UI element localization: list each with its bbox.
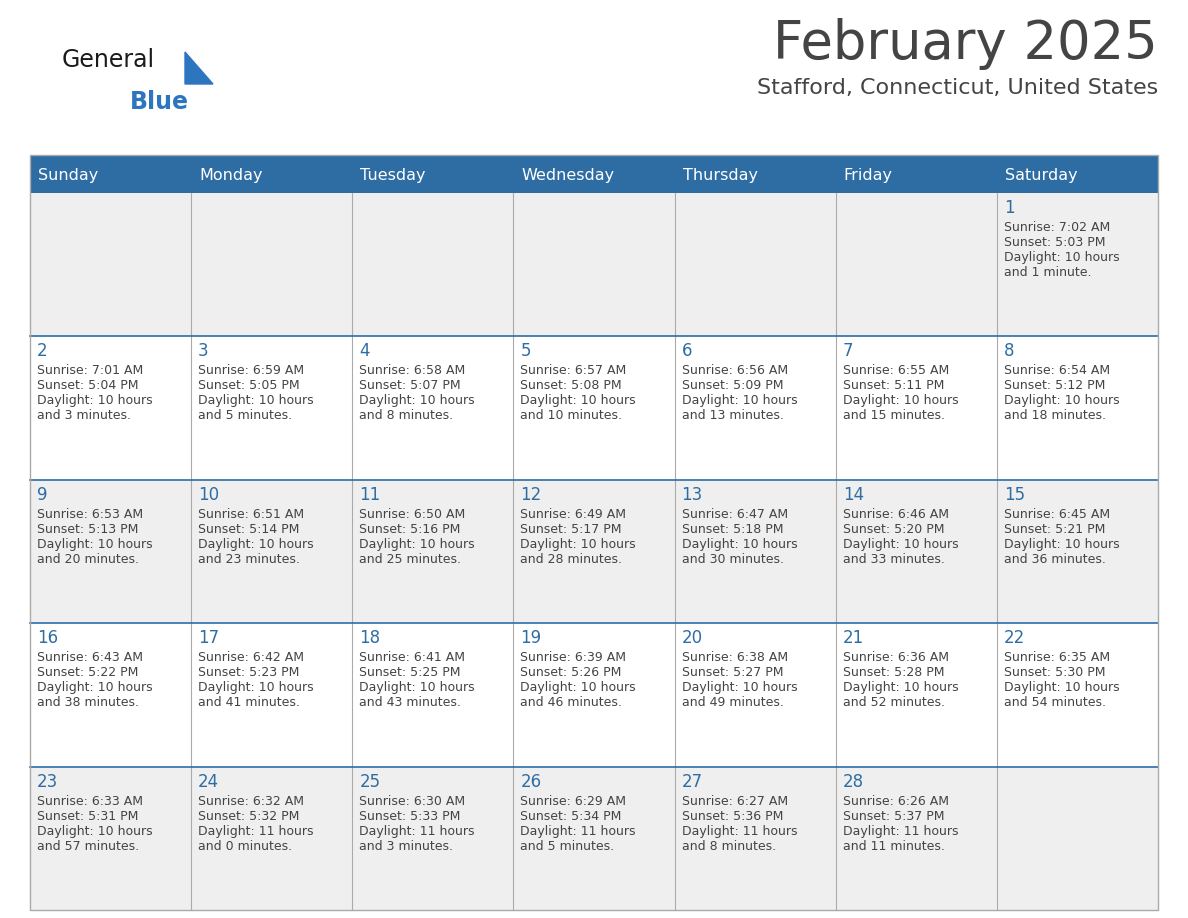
Text: Stafford, Connecticut, United States: Stafford, Connecticut, United States — [757, 78, 1158, 98]
Text: 20: 20 — [682, 629, 702, 647]
Text: 28: 28 — [842, 773, 864, 790]
Text: 24: 24 — [198, 773, 220, 790]
Text: Sunrise: 6:30 AM
Sunset: 5:33 PM
Daylight: 11 hours
and 3 minutes.: Sunrise: 6:30 AM Sunset: 5:33 PM Dayligh… — [359, 795, 475, 853]
Bar — [30, 336, 1158, 480]
Text: 5: 5 — [520, 342, 531, 361]
Text: 17: 17 — [198, 629, 220, 647]
Text: 6: 6 — [682, 342, 693, 361]
Text: 18: 18 — [359, 629, 380, 647]
Text: Sunrise: 6:46 AM
Sunset: 5:20 PM
Daylight: 10 hours
and 33 minutes.: Sunrise: 6:46 AM Sunset: 5:20 PM Dayligh… — [842, 508, 959, 565]
Text: Sunrise: 6:27 AM
Sunset: 5:36 PM
Daylight: 11 hours
and 8 minutes.: Sunrise: 6:27 AM Sunset: 5:36 PM Dayligh… — [682, 795, 797, 853]
Text: 22: 22 — [1004, 629, 1025, 647]
Text: Sunrise: 6:49 AM
Sunset: 5:17 PM
Daylight: 10 hours
and 28 minutes.: Sunrise: 6:49 AM Sunset: 5:17 PM Dayligh… — [520, 508, 636, 565]
Text: Sunrise: 6:33 AM
Sunset: 5:31 PM
Daylight: 10 hours
and 57 minutes.: Sunrise: 6:33 AM Sunset: 5:31 PM Dayligh… — [37, 795, 152, 853]
Text: 9: 9 — [37, 486, 48, 504]
Text: Sunrise: 6:45 AM
Sunset: 5:21 PM
Daylight: 10 hours
and 36 minutes.: Sunrise: 6:45 AM Sunset: 5:21 PM Dayligh… — [1004, 508, 1119, 565]
Text: Sunrise: 6:53 AM
Sunset: 5:13 PM
Daylight: 10 hours
and 20 minutes.: Sunrise: 6:53 AM Sunset: 5:13 PM Dayligh… — [37, 508, 152, 565]
Text: 13: 13 — [682, 486, 703, 504]
Text: Sunrise: 7:01 AM
Sunset: 5:04 PM
Daylight: 10 hours
and 3 minutes.: Sunrise: 7:01 AM Sunset: 5:04 PM Dayligh… — [37, 364, 152, 422]
Text: Monday: Monday — [200, 167, 263, 183]
Polygon shape — [185, 52, 213, 84]
Text: Sunrise: 6:58 AM
Sunset: 5:07 PM
Daylight: 10 hours
and 8 minutes.: Sunrise: 6:58 AM Sunset: 5:07 PM Dayligh… — [359, 364, 475, 422]
Text: 14: 14 — [842, 486, 864, 504]
Text: 19: 19 — [520, 629, 542, 647]
Text: 26: 26 — [520, 773, 542, 790]
Text: Sunrise: 6:59 AM
Sunset: 5:05 PM
Daylight: 10 hours
and 5 minutes.: Sunrise: 6:59 AM Sunset: 5:05 PM Dayligh… — [198, 364, 314, 422]
Text: 10: 10 — [198, 486, 220, 504]
Text: Sunrise: 6:32 AM
Sunset: 5:32 PM
Daylight: 11 hours
and 0 minutes.: Sunrise: 6:32 AM Sunset: 5:32 PM Dayligh… — [198, 795, 314, 853]
Text: Friday: Friday — [843, 167, 892, 183]
Text: Saturday: Saturday — [1005, 167, 1078, 183]
Text: 23: 23 — [37, 773, 58, 790]
Text: Sunrise: 6:47 AM
Sunset: 5:18 PM
Daylight: 10 hours
and 30 minutes.: Sunrise: 6:47 AM Sunset: 5:18 PM Dayligh… — [682, 508, 797, 565]
Bar — [30, 623, 1158, 767]
Text: Sunrise: 6:51 AM
Sunset: 5:14 PM
Daylight: 10 hours
and 23 minutes.: Sunrise: 6:51 AM Sunset: 5:14 PM Dayligh… — [198, 508, 314, 565]
Text: Sunrise: 6:56 AM
Sunset: 5:09 PM
Daylight: 10 hours
and 13 minutes.: Sunrise: 6:56 AM Sunset: 5:09 PM Dayligh… — [682, 364, 797, 422]
Text: Sunrise: 6:50 AM
Sunset: 5:16 PM
Daylight: 10 hours
and 25 minutes.: Sunrise: 6:50 AM Sunset: 5:16 PM Dayligh… — [359, 508, 475, 565]
Text: Sunday: Sunday — [38, 167, 99, 183]
Text: 12: 12 — [520, 486, 542, 504]
Text: General: General — [62, 48, 156, 72]
Text: Sunrise: 6:39 AM
Sunset: 5:26 PM
Daylight: 10 hours
and 46 minutes.: Sunrise: 6:39 AM Sunset: 5:26 PM Dayligh… — [520, 651, 636, 710]
Text: Sunrise: 6:42 AM
Sunset: 5:23 PM
Daylight: 10 hours
and 41 minutes.: Sunrise: 6:42 AM Sunset: 5:23 PM Dayligh… — [198, 651, 314, 710]
Text: Sunrise: 6:26 AM
Sunset: 5:37 PM
Daylight: 11 hours
and 11 minutes.: Sunrise: 6:26 AM Sunset: 5:37 PM Dayligh… — [842, 795, 959, 853]
Text: Sunrise: 6:36 AM
Sunset: 5:28 PM
Daylight: 10 hours
and 52 minutes.: Sunrise: 6:36 AM Sunset: 5:28 PM Dayligh… — [842, 651, 959, 710]
Text: Sunrise: 6:38 AM
Sunset: 5:27 PM
Daylight: 10 hours
and 49 minutes.: Sunrise: 6:38 AM Sunset: 5:27 PM Dayligh… — [682, 651, 797, 710]
Text: 11: 11 — [359, 486, 380, 504]
Text: February 2025: February 2025 — [773, 18, 1158, 70]
Text: Sunrise: 6:43 AM
Sunset: 5:22 PM
Daylight: 10 hours
and 38 minutes.: Sunrise: 6:43 AM Sunset: 5:22 PM Dayligh… — [37, 651, 152, 710]
Text: Tuesday: Tuesday — [360, 167, 425, 183]
Text: Sunrise: 6:29 AM
Sunset: 5:34 PM
Daylight: 11 hours
and 5 minutes.: Sunrise: 6:29 AM Sunset: 5:34 PM Dayligh… — [520, 795, 636, 853]
Text: Wednesday: Wednesday — [522, 167, 614, 183]
Text: 25: 25 — [359, 773, 380, 790]
Text: Blue: Blue — [129, 90, 189, 114]
Text: Sunrise: 6:57 AM
Sunset: 5:08 PM
Daylight: 10 hours
and 10 minutes.: Sunrise: 6:57 AM Sunset: 5:08 PM Dayligh… — [520, 364, 636, 422]
Text: 8: 8 — [1004, 342, 1015, 361]
Text: 16: 16 — [37, 629, 58, 647]
Text: 15: 15 — [1004, 486, 1025, 504]
Text: 21: 21 — [842, 629, 864, 647]
Text: 3: 3 — [198, 342, 209, 361]
Text: Sunrise: 7:02 AM
Sunset: 5:03 PM
Daylight: 10 hours
and 1 minute.: Sunrise: 7:02 AM Sunset: 5:03 PM Dayligh… — [1004, 221, 1119, 279]
Text: 27: 27 — [682, 773, 702, 790]
Bar — [30, 767, 1158, 910]
Text: Sunrise: 6:35 AM
Sunset: 5:30 PM
Daylight: 10 hours
and 54 minutes.: Sunrise: 6:35 AM Sunset: 5:30 PM Dayligh… — [1004, 651, 1119, 710]
Text: Sunrise: 6:41 AM
Sunset: 5:25 PM
Daylight: 10 hours
and 43 minutes.: Sunrise: 6:41 AM Sunset: 5:25 PM Dayligh… — [359, 651, 475, 710]
Text: 1: 1 — [1004, 199, 1015, 217]
Text: Sunrise: 6:55 AM
Sunset: 5:11 PM
Daylight: 10 hours
and 15 minutes.: Sunrise: 6:55 AM Sunset: 5:11 PM Dayligh… — [842, 364, 959, 422]
Text: 2: 2 — [37, 342, 48, 361]
Text: 7: 7 — [842, 342, 853, 361]
Text: Sunrise: 6:54 AM
Sunset: 5:12 PM
Daylight: 10 hours
and 18 minutes.: Sunrise: 6:54 AM Sunset: 5:12 PM Dayligh… — [1004, 364, 1119, 422]
Text: 4: 4 — [359, 342, 369, 361]
Bar — [30, 480, 1158, 623]
Bar — [30, 155, 1158, 910]
Bar — [30, 193, 1158, 336]
Bar — [30, 155, 1158, 193]
Text: Thursday: Thursday — [683, 167, 758, 183]
